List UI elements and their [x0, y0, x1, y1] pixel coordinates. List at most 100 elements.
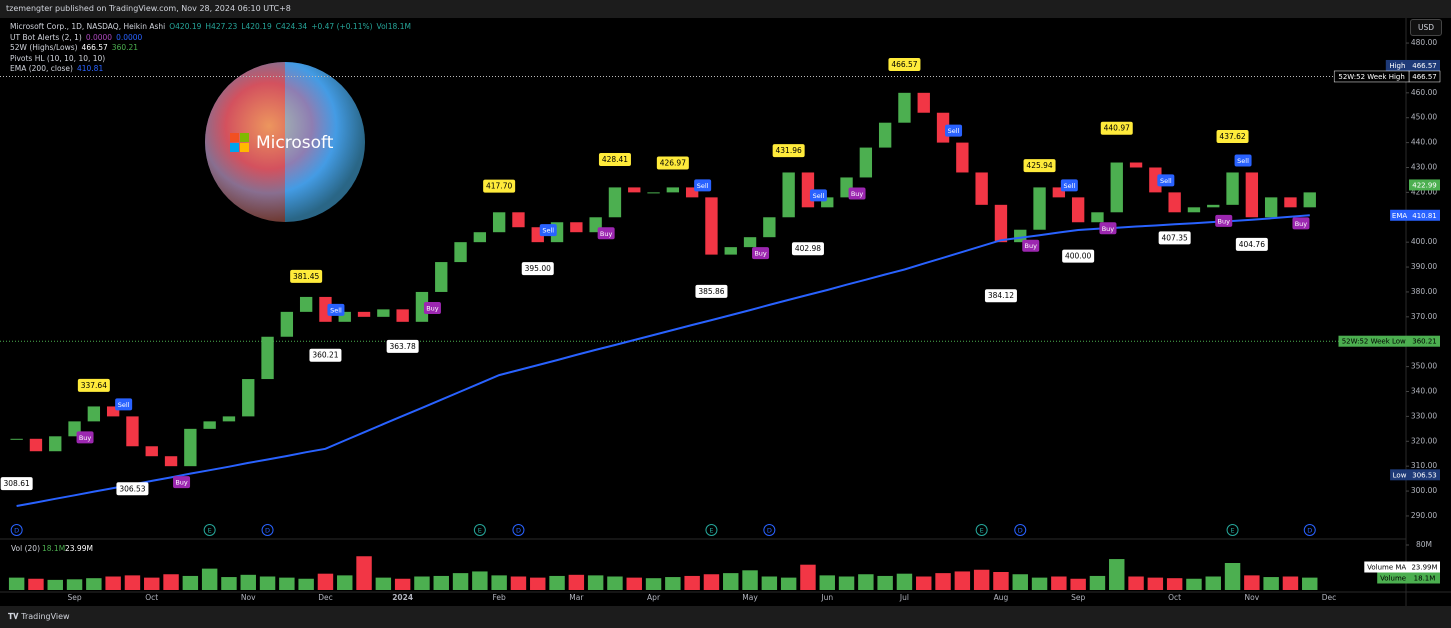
pivot-label: 404.76	[1239, 240, 1265, 249]
pivot-label-box	[290, 269, 323, 283]
candle	[917, 92, 930, 113]
tag-value: 422.99	[1412, 181, 1437, 189]
pivot-label-box	[116, 482, 149, 496]
signal-label: Buy	[1218, 217, 1231, 225]
volume-bar	[1244, 575, 1260, 590]
volume-bar	[684, 575, 700, 590]
candle	[1303, 192, 1316, 208]
pivot-label-box	[1235, 237, 1268, 251]
volume-bar	[858, 574, 874, 590]
signal-label: Buy	[600, 230, 613, 238]
candle	[106, 406, 120, 417]
tag-value-box	[1409, 209, 1440, 221]
volume-bar	[1128, 576, 1144, 590]
signal-label: Sell	[813, 192, 825, 200]
pivot-label: 363.78	[390, 342, 416, 351]
indicator-value: 410.81	[76, 64, 104, 73]
pivot-label-box	[772, 144, 805, 158]
volume-bar	[1109, 559, 1125, 590]
pivot-label-box	[1023, 159, 1056, 173]
volume-bar	[298, 578, 314, 590]
volume-bar	[626, 577, 642, 590]
tag-value-box	[1409, 469, 1440, 481]
volume-bar	[105, 576, 121, 590]
pivot-label: 402.98	[795, 244, 821, 253]
pivot-label-box	[1158, 231, 1191, 245]
pivot-label-box	[695, 284, 728, 298]
candle	[126, 416, 139, 447]
volume-bar	[28, 578, 44, 590]
indicator-name: Pivots HL (10, 10, 10, 10)	[10, 53, 106, 63]
volume-bar	[201, 568, 218, 590]
candle	[1168, 192, 1181, 213]
candle	[1110, 162, 1123, 213]
signal-box	[327, 303, 345, 316]
volume-bar	[221, 577, 237, 590]
candle	[454, 242, 467, 263]
publish-bar: tzemengter published on TradingView.com,…	[0, 0, 1451, 18]
candle	[743, 237, 757, 248]
signal-box	[115, 398, 133, 411]
candle	[203, 421, 216, 429]
candle	[164, 456, 178, 467]
pivot-label-box	[656, 156, 689, 170]
candle	[1129, 162, 1143, 168]
volume-bar	[973, 569, 990, 590]
volume-tag-value: 18.1M	[1414, 575, 1436, 583]
volume-bar	[800, 564, 816, 590]
pivot-label-box	[984, 289, 1017, 303]
volume-bar	[1205, 576, 1221, 590]
candle	[261, 336, 274, 380]
signal-label: Buy	[851, 190, 864, 198]
signal-label: Sell	[697, 182, 709, 190]
volume-bar	[896, 573, 913, 590]
volume-bar	[549, 575, 565, 590]
x-tick-label: Feb	[493, 593, 507, 602]
volume-bar	[607, 576, 623, 590]
y-tick-label: 400.00	[1411, 237, 1437, 246]
volume-bar	[279, 577, 295, 590]
tag-name-box	[1385, 59, 1409, 71]
y-tick-label: 480.00	[1411, 38, 1437, 47]
event-marker	[10, 524, 23, 536]
y-tick-label: 420.00	[1411, 187, 1437, 196]
volume-bar	[394, 578, 411, 590]
legend-row: 52W (Highs/Lows) 466.57 360.21	[10, 43, 415, 54]
signal-label: Sell	[1160, 177, 1172, 185]
x-tick-label: Nov	[241, 593, 256, 602]
candle	[1071, 197, 1085, 223]
volume-bar	[780, 577, 797, 590]
candle	[1033, 187, 1046, 230]
volume-bar	[761, 576, 778, 590]
tag-value: 466.57	[1412, 62, 1437, 70]
volume-bar	[124, 575, 141, 590]
tag-value: 410.81	[1412, 212, 1437, 220]
tag-name-box	[1390, 469, 1409, 481]
pivot-label: 428.41	[602, 155, 628, 164]
currency-button[interactable]: USD	[1410, 19, 1442, 36]
x-tick-label: Mar	[569, 593, 584, 602]
pivot-label: 385.86	[698, 287, 724, 296]
x-tick-label: Jul	[899, 593, 909, 602]
legend-row: Microsoft Corp., 1D, NASDAQ, Heikin Ashi…	[10, 22, 415, 33]
volume-bar	[993, 572, 1009, 590]
event-label: E	[709, 527, 713, 535]
pivot-label-box	[386, 339, 419, 353]
candle	[184, 428, 197, 467]
volume-bar	[66, 579, 83, 590]
pivot-label: 384.12	[988, 291, 1014, 300]
x-tick-label: Nov	[1245, 593, 1260, 602]
volume-bar	[838, 576, 855, 590]
candle	[29, 438, 43, 452]
event-marker	[975, 524, 988, 536]
volume-bar	[491, 575, 507, 590]
signal-label: Sell	[330, 306, 342, 314]
candle	[878, 122, 892, 148]
volume-bar	[259, 576, 276, 590]
signal-label: Sell	[542, 227, 554, 235]
candle	[1052, 187, 1066, 198]
signal-box	[1234, 154, 1252, 167]
pivot-label: 395.00	[525, 264, 551, 273]
